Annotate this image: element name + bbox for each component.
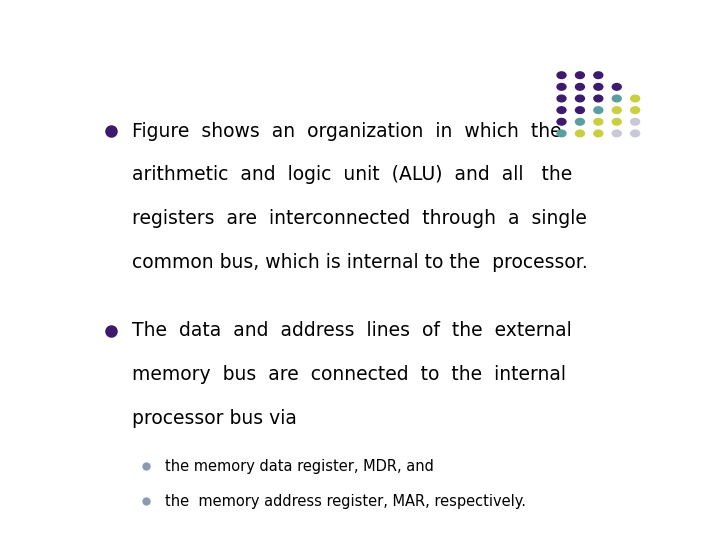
- Circle shape: [575, 118, 585, 125]
- Text: processor bus via: processor bus via: [132, 409, 297, 428]
- Circle shape: [557, 95, 566, 102]
- Text: registers  are  interconnected  through  a  single: registers are interconnected through a s…: [132, 209, 587, 228]
- Text: Figure  shows  an  organization  in  which  the: Figure shows an organization in which th…: [132, 122, 562, 141]
- Circle shape: [594, 84, 603, 90]
- Text: The  data  and  address  lines  of  the  external: The data and address lines of the extern…: [132, 321, 572, 340]
- Circle shape: [612, 84, 621, 90]
- Circle shape: [594, 107, 603, 113]
- Circle shape: [612, 95, 621, 102]
- Circle shape: [594, 118, 603, 125]
- Circle shape: [631, 130, 639, 137]
- Circle shape: [557, 84, 566, 90]
- Circle shape: [612, 107, 621, 113]
- Circle shape: [557, 72, 566, 78]
- Circle shape: [575, 72, 585, 78]
- Text: common bus, which is internal to the  processor.: common bus, which is internal to the pro…: [132, 253, 588, 272]
- Circle shape: [557, 107, 566, 113]
- Circle shape: [575, 84, 585, 90]
- Circle shape: [575, 130, 585, 137]
- Text: the  memory address register, MAR, respectively.: the memory address register, MAR, respec…: [166, 494, 526, 509]
- Circle shape: [557, 130, 566, 137]
- Text: memory  bus  are  connected  to  the  internal: memory bus are connected to the internal: [132, 365, 566, 384]
- Circle shape: [594, 72, 603, 78]
- Circle shape: [575, 107, 585, 113]
- Circle shape: [631, 95, 639, 102]
- Circle shape: [575, 95, 585, 102]
- Circle shape: [557, 118, 566, 125]
- Circle shape: [612, 118, 621, 125]
- Circle shape: [594, 95, 603, 102]
- Circle shape: [594, 130, 603, 137]
- Text: the memory data register, MDR, and: the memory data register, MDR, and: [166, 458, 434, 474]
- Circle shape: [612, 130, 621, 137]
- Circle shape: [631, 118, 639, 125]
- Circle shape: [631, 107, 639, 113]
- Text: arithmetic  and  logic  unit  (ALU)  and  all   the: arithmetic and logic unit (ALU) and all …: [132, 165, 572, 185]
